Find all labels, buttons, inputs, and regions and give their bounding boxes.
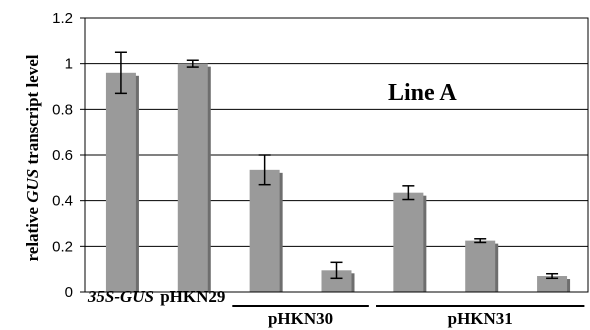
y-tick-label: 0.2 (52, 238, 73, 255)
group-label: pHKN29 (160, 287, 225, 306)
group-label: pHKN30 (268, 309, 333, 328)
y-tick-label: 1 (65, 56, 73, 73)
group-label: pHKN31 (448, 309, 513, 328)
y-axis-title-prefix: relative (23, 203, 42, 262)
bar (321, 270, 352, 292)
bar (105, 72, 136, 292)
bar (177, 63, 208, 292)
y-axis-title: relative GUS transcript level (23, 54, 42, 261)
gridlines (85, 17, 588, 247)
bar (537, 276, 568, 292)
bar (249, 169, 280, 292)
y-tick-label: 0.4 (52, 193, 73, 210)
y-tick-label: 0.8 (52, 101, 73, 118)
y-axis-title-suffix: transcript level (23, 54, 42, 169)
chart-annotation: Line A (388, 80, 457, 106)
bar (393, 192, 424, 292)
y-tick-label: 0 (65, 284, 73, 301)
group-label: 35S-GUS (87, 287, 154, 306)
y-tick-label: 0.6 (52, 147, 73, 164)
error-bars (114, 51, 559, 280)
y-axis-title-italic: GUS (23, 169, 42, 203)
category-labels: 35S-GUS pHKN29 pHKN30 pHKN31 (87, 287, 585, 328)
bar (465, 240, 496, 292)
bars (105, 63, 571, 293)
y-tick-label: 1.2 (52, 10, 73, 27)
y-tick-labels: 0 0.2 0.4 0.6 0.8 1 1.2 (52, 10, 85, 301)
